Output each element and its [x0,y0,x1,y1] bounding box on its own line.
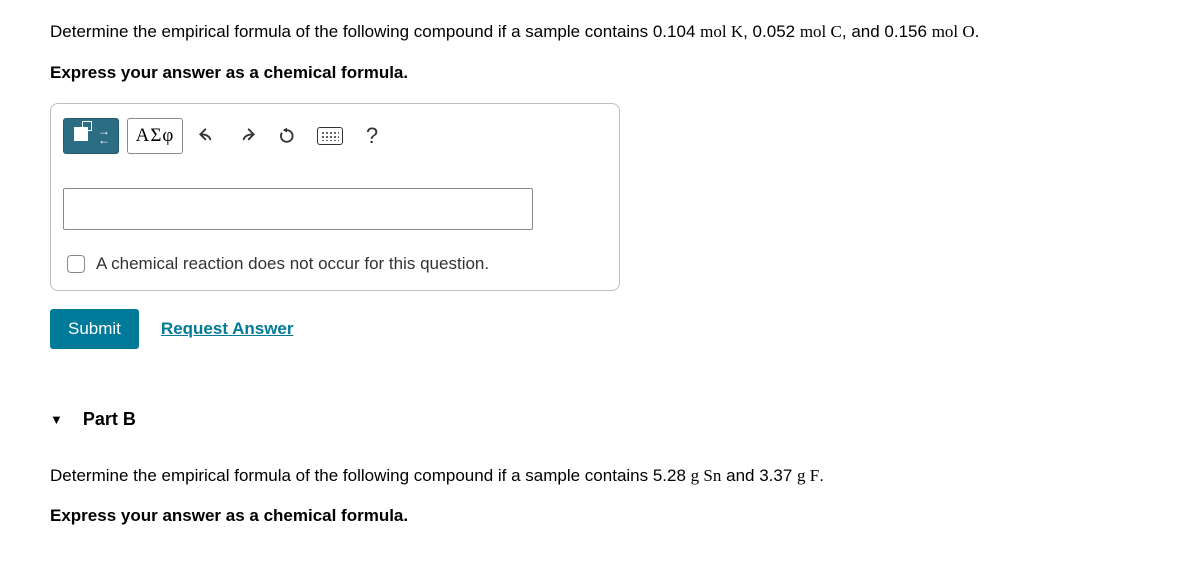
no-reaction-checkbox[interactable] [67,255,85,273]
part-b-title: Part B [83,409,136,430]
question-text-prefix: Determine the empirical formula of the f… [50,22,700,41]
keyboard-icon [317,127,343,145]
partb-period: . [819,466,824,485]
question-period: . [975,22,980,41]
undo-icon [197,126,217,146]
greek-symbols-button[interactable]: ΑΣφ [127,118,183,154]
no-reaction-label: A chemical reaction does not occur for t… [96,254,489,274]
collapse-icon: ▼ [50,412,63,427]
submit-button[interactable]: Submit [50,309,139,349]
request-answer-link[interactable]: Request Answer [161,319,294,339]
partb-sep1: and 3.37 [721,466,797,485]
redo-button[interactable] [231,118,263,154]
formula-toolbar: →← ΑΣφ ? [63,118,607,154]
g-sn: g Sn [691,466,722,485]
part-a-question: Determine the empirical formula of the f… [50,20,1150,45]
mol-k: mol K [700,22,743,41]
no-reaction-row[interactable]: A chemical reaction does not occur for t… [63,252,607,276]
partb-question-prefix: Determine the empirical formula of the f… [50,466,691,485]
keyboard-button[interactable] [311,118,349,154]
answer-panel: →← ΑΣφ ? A chemical reaction does not oc… [50,103,620,291]
redo-icon [237,126,257,146]
mol-o: mol O [932,22,975,41]
question-sep2: , and 0.156 [842,22,932,41]
help-icon: ? [366,123,378,149]
part-a-actions: Submit Request Answer [50,309,1150,349]
part-b-header[interactable]: ▼ Part B [50,409,1150,430]
g-f: g F [797,466,819,485]
undo-button[interactable] [191,118,223,154]
part-b-instruction: Express your answer as a chemical formul… [50,506,1150,526]
reset-button[interactable] [271,118,303,154]
templates-icon: →← [72,127,110,145]
templates-button[interactable]: →← [63,118,119,154]
part-a-instruction: Express your answer as a chemical formul… [50,63,1150,83]
mol-c: mol C [800,22,842,41]
part-b-question: Determine the empirical formula of the f… [50,464,1150,489]
help-button[interactable]: ? [357,118,387,154]
reset-icon [277,126,297,146]
formula-input[interactable] [63,188,533,230]
question-sep1: , 0.052 [743,22,800,41]
